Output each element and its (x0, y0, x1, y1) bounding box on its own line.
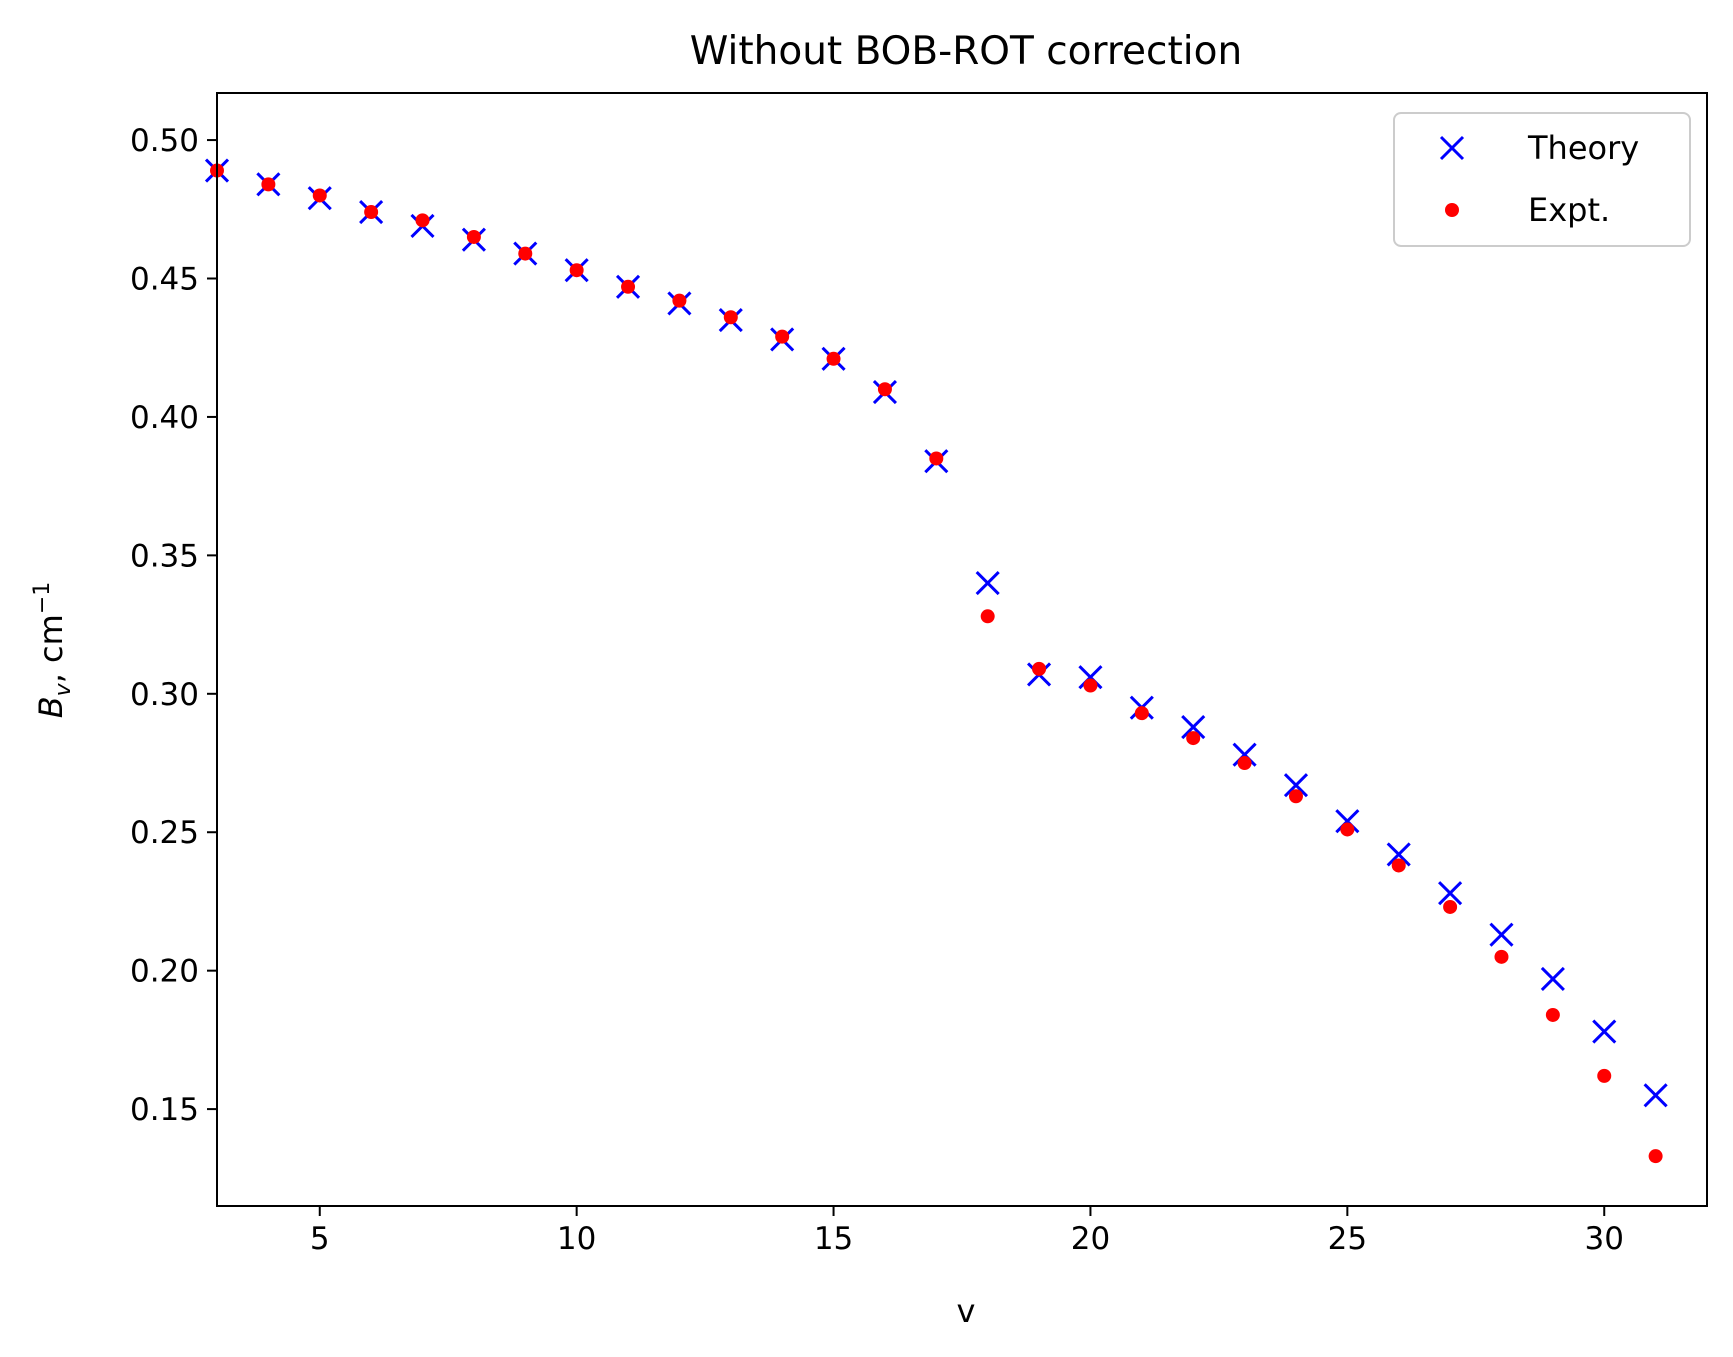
theory-point (975, 570, 1000, 596)
expt-point (621, 279, 636, 294)
y-tick-label: 0.35 (130, 538, 199, 574)
theory-point (1181, 714, 1206, 740)
expt-point (1494, 949, 1509, 964)
x-axis: 5 10 15 20 25 30 (310, 1206, 1624, 1257)
data-markers (204, 158, 1668, 1164)
expt-point (415, 213, 430, 228)
legend-label-expt: Expt. (1528, 191, 1610, 229)
theory-point (1232, 742, 1257, 767)
chart-title: Without BOB-ROT correction (690, 29, 1242, 74)
theory-point (1438, 881, 1463, 906)
expt-point (826, 351, 841, 366)
expt-point (929, 451, 944, 466)
expt-point (364, 205, 379, 220)
theory-point (1078, 665, 1103, 690)
y-axis-label: Bv, cm−1 (30, 582, 76, 719)
x-tick-label: 20 (1071, 1221, 1110, 1257)
legend-box (1393, 112, 1691, 247)
y-axis-label-superscript: −1 (30, 582, 55, 614)
legend-marker-expt (1445, 203, 1459, 217)
expt-point (723, 310, 738, 325)
y-axis: 0.15 0.20 0.25 0.30 0.35 0.40 0.45 0.50 (130, 123, 217, 1128)
theory-point (1283, 773, 1309, 798)
x-tick-label: 30 (1585, 1221, 1624, 1257)
expt-point (1288, 789, 1303, 804)
expt-point (1237, 756, 1252, 771)
x-tick-label: 25 (1328, 1221, 1367, 1257)
expt-point (261, 177, 276, 192)
legend-marker-theory (1439, 135, 1465, 161)
y-axis-label-symbol: B (32, 696, 70, 718)
theory-point (1489, 922, 1514, 947)
x-tick-label: 15 (814, 1221, 853, 1257)
expt-point (1032, 661, 1047, 676)
plot-background (217, 93, 1707, 1206)
legend-label-theory: Theory (1527, 129, 1639, 167)
expt-point (518, 246, 533, 261)
expt-point (1545, 1007, 1560, 1022)
expt-point (672, 293, 687, 308)
expt-point (1083, 678, 1098, 693)
expt-point (1391, 858, 1406, 873)
expt-point (569, 263, 584, 278)
y-tick-label: 0.15 (130, 1092, 199, 1128)
plot-area (217, 93, 1707, 1206)
y-tick-label: 0.50 (130, 123, 199, 159)
y-axis-label-unit: , cm (32, 614, 70, 683)
expt-point (1648, 1149, 1663, 1164)
expt-point (312, 188, 327, 203)
expt-point (877, 382, 892, 397)
expt-point (775, 329, 790, 344)
expt-point (466, 229, 481, 244)
expt-point (1340, 822, 1355, 837)
expt-point (980, 609, 995, 624)
y-tick-label: 0.40 (130, 400, 199, 436)
theory-point (1335, 809, 1360, 834)
legend: Theory Expt. (1393, 112, 1691, 247)
theory-point (1592, 1019, 1617, 1044)
y-tick-label: 0.30 (130, 677, 199, 713)
expt-point (1134, 706, 1149, 721)
x-axis-label: v (957, 1292, 976, 1330)
y-tick-label: 0.45 (130, 262, 199, 298)
x-tick-label: 10 (557, 1221, 596, 1257)
theory-point (1540, 966, 1565, 992)
theory-point (1643, 1083, 1668, 1108)
y-tick-label: 0.20 (130, 954, 199, 990)
expt-point (1443, 899, 1458, 914)
expt-point (1597, 1068, 1612, 1083)
theory-point (1386, 842, 1411, 867)
y-axis-label-subscript: v (51, 682, 76, 696)
x-tick-label: 5 (310, 1221, 330, 1257)
expt-point (1186, 731, 1201, 746)
y-tick-label: 0.25 (130, 815, 199, 851)
plot-frame (216, 92, 1708, 1207)
